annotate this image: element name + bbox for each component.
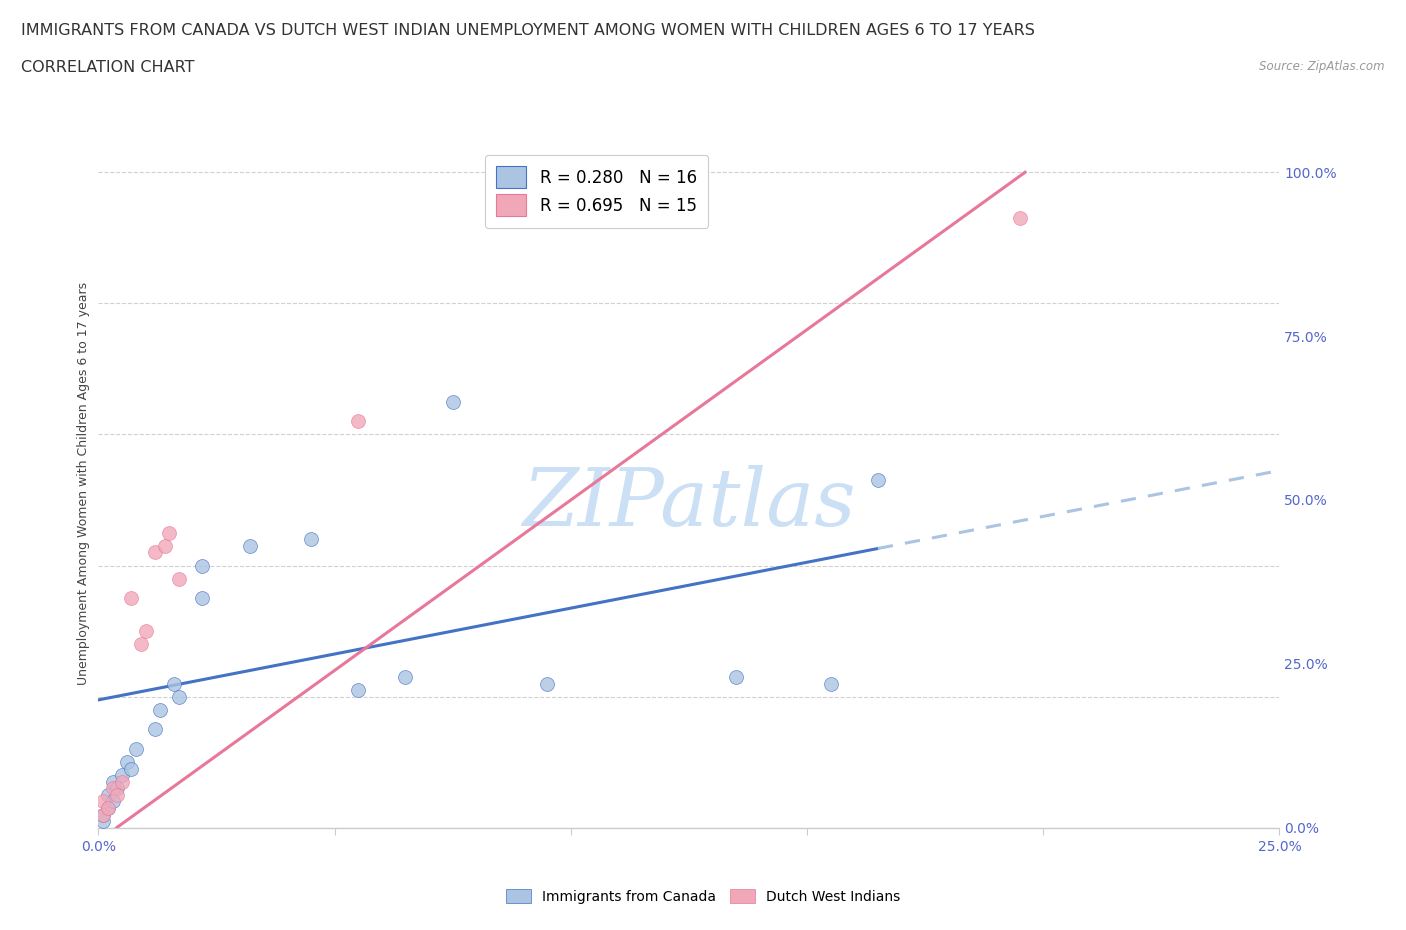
Point [347, 414, 370, 429]
Legend: R = 0.280   N = 16, R = 0.695   N = 15: R = 0.280 N = 16, R = 0.695 N = 15 [485, 154, 709, 228]
Point [143, 722, 166, 737]
Text: Source: ZipAtlas.com: Source: ZipAtlas.com [1260, 60, 1385, 73]
Text: ZIPatlas: ZIPatlas [522, 466, 856, 543]
Point [115, 755, 138, 770]
Point [91, 807, 114, 822]
Legend: Immigrants from Canada, Dutch West Indians: Immigrants from Canada, Dutch West India… [501, 884, 905, 910]
Point [91, 814, 114, 829]
Point [163, 676, 186, 691]
Point [101, 794, 124, 809]
Point [191, 558, 214, 573]
Point [121, 591, 143, 605]
Point [191, 591, 214, 605]
Point [167, 689, 190, 704]
Point [441, 394, 464, 409]
Point [101, 781, 124, 796]
Point [101, 775, 124, 790]
Y-axis label: Unemployment Among Women with Children Ages 6 to 17 years: Unemployment Among Women with Children A… [77, 282, 90, 685]
Point [135, 624, 157, 639]
Point [394, 670, 416, 684]
Point [91, 794, 114, 809]
Point [125, 741, 148, 756]
Point [157, 525, 180, 540]
Point [149, 702, 172, 717]
Point [111, 768, 134, 783]
Point [97, 801, 120, 816]
Point [97, 801, 120, 816]
Point [167, 571, 190, 586]
Text: CORRELATION CHART: CORRELATION CHART [21, 60, 194, 75]
Point [347, 683, 370, 698]
Point [239, 538, 262, 553]
Point [97, 788, 120, 803]
Point [111, 775, 134, 790]
Point [299, 532, 322, 547]
Point [725, 670, 748, 684]
Point [820, 676, 842, 691]
Point [1008, 211, 1031, 226]
Point [143, 545, 166, 560]
Point [121, 762, 143, 777]
Point [129, 637, 152, 652]
Point [536, 676, 558, 691]
Point [91, 807, 114, 822]
Point [105, 781, 128, 796]
Point [866, 472, 889, 487]
Point [105, 788, 128, 803]
Point [153, 538, 176, 553]
Text: IMMIGRANTS FROM CANADA VS DUTCH WEST INDIAN UNEMPLOYMENT AMONG WOMEN WITH CHILDR: IMMIGRANTS FROM CANADA VS DUTCH WEST IND… [21, 23, 1035, 38]
